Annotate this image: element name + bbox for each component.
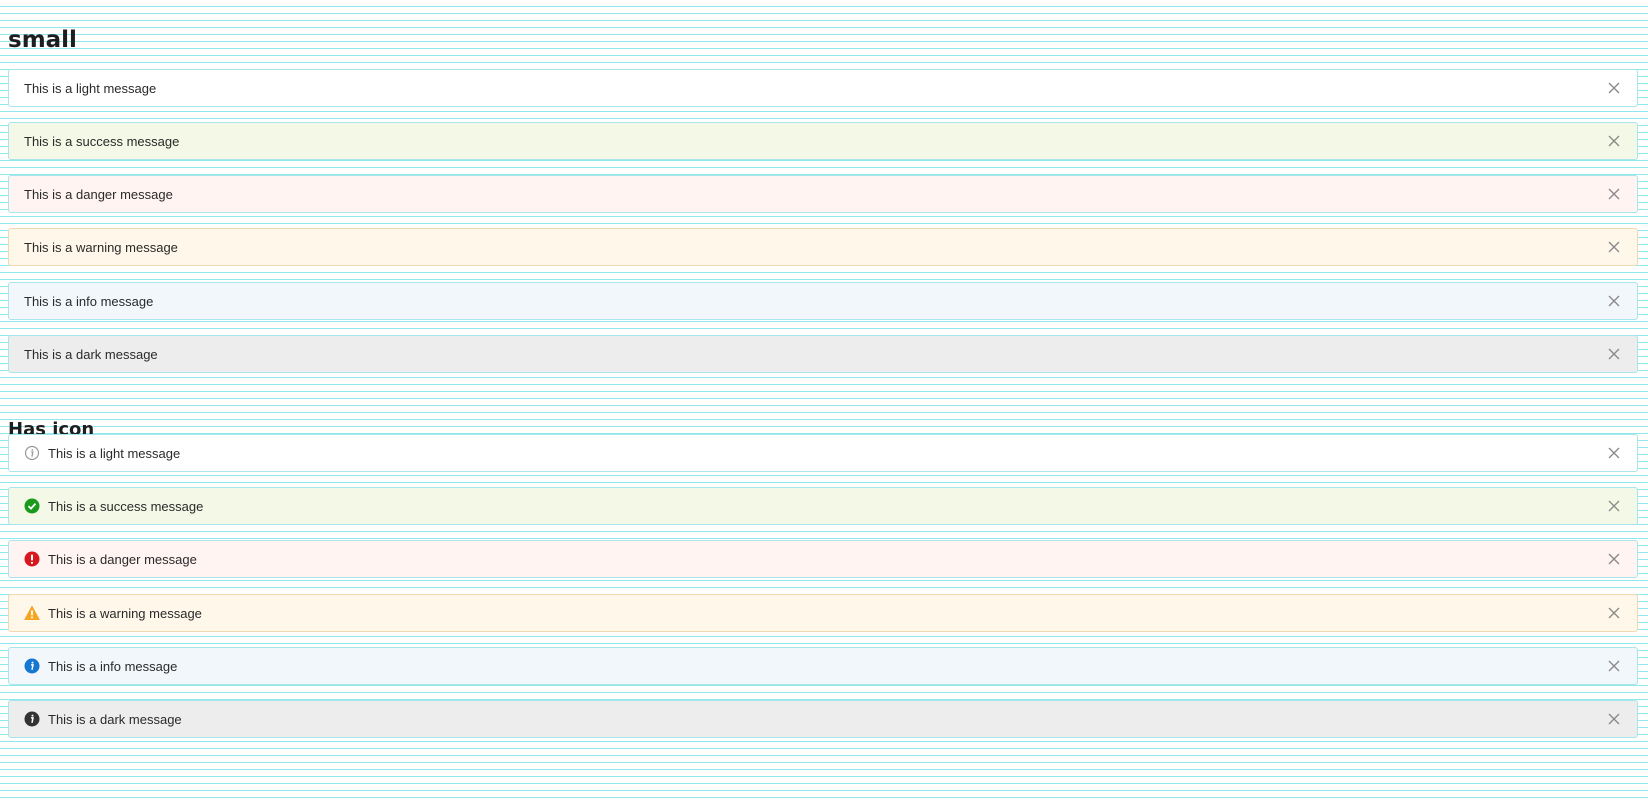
alert-text: This is a light message (24, 80, 157, 96)
alert-danger-small: This is a danger message (8, 175, 1638, 213)
close-icon (1608, 82, 1620, 94)
close-icon (1608, 607, 1620, 619)
alert-dark-icon: This is a dark message (8, 700, 1638, 738)
close-button[interactable] (1595, 229, 1633, 265)
alert-text: This is a dark message (48, 711, 182, 727)
close-button[interactable] (1595, 648, 1633, 684)
alert-dark-small: This is a dark message (8, 335, 1638, 373)
check-circle-icon (24, 498, 40, 514)
alert-light-small: This is a light message (8, 69, 1638, 107)
alert-info-icon: This is a info message (8, 647, 1638, 685)
info-circle-icon (24, 658, 40, 674)
section-heading-small: small (8, 27, 77, 53)
alert-text: This is a warning message (24, 239, 178, 255)
alert-warning-small: This is a warning message (8, 228, 1638, 266)
close-icon (1608, 713, 1620, 725)
info-outline-icon (24, 445, 40, 461)
close-button[interactable] (1595, 541, 1633, 577)
close-icon (1608, 295, 1620, 307)
alert-text: This is a danger message (24, 186, 173, 202)
close-button[interactable] (1595, 283, 1633, 319)
close-icon (1608, 660, 1620, 672)
close-icon (1608, 348, 1620, 360)
close-button[interactable] (1595, 336, 1633, 372)
close-button[interactable] (1595, 176, 1633, 212)
alert-info-small: This is a info message (8, 282, 1638, 320)
close-icon (1608, 500, 1620, 512)
alert-warning-icon: This is a warning message (8, 594, 1638, 632)
alert-text: This is a info message (48, 658, 178, 674)
alert-text: This is a warning message (48, 605, 202, 621)
close-icon (1608, 553, 1620, 565)
alert-text: This is a success message (48, 498, 204, 514)
alert-text: This is a success message (24, 133, 180, 149)
close-icon (1608, 135, 1620, 147)
alert-text: This is a info message (24, 293, 154, 309)
close-button[interactable] (1595, 123, 1633, 159)
alert-success-small: This is a success message (8, 122, 1638, 160)
close-button[interactable] (1595, 488, 1633, 524)
exclamation-circle-icon (24, 551, 40, 567)
close-button[interactable] (1595, 435, 1633, 471)
info-circle-icon (24, 711, 40, 727)
close-button[interactable] (1595, 70, 1633, 106)
alert-text: This is a dark message (24, 346, 158, 362)
close-icon (1608, 188, 1620, 200)
close-button[interactable] (1595, 701, 1633, 737)
alert-light-icon: This is a light message (8, 434, 1638, 472)
alert-text: This is a danger message (48, 551, 197, 567)
alert-danger-icon: This is a danger message (8, 540, 1638, 578)
close-button[interactable] (1595, 595, 1633, 631)
alert-success-icon: This is a success message (8, 487, 1638, 525)
close-icon (1608, 241, 1620, 253)
close-icon (1608, 447, 1620, 459)
alert-text: This is a light message (48, 445, 181, 461)
warning-triangle-icon (24, 605, 40, 621)
